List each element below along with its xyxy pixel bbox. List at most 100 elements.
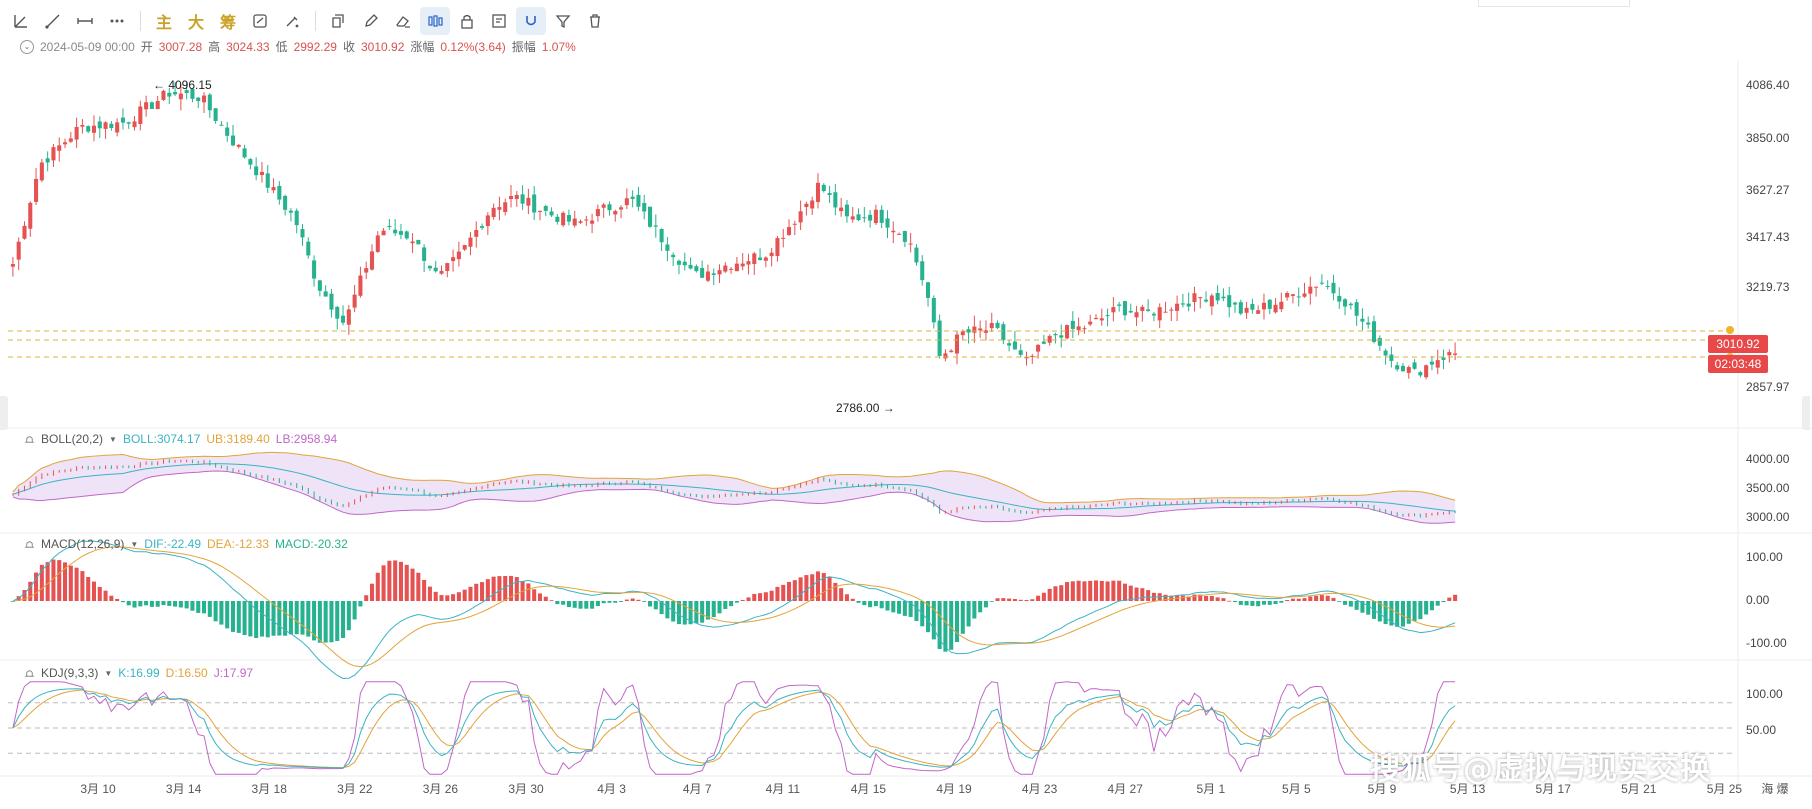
- right-collapse-handle[interactable]: [1802, 396, 1810, 430]
- macd-bar: [1024, 600, 1029, 601]
- left-collapse-handle[interactable]: [0, 396, 8, 430]
- kdj-y-tick: 50.00: [1746, 723, 1776, 737]
- candle: [271, 178, 276, 194]
- candle: [897, 232, 902, 235]
- candle: [543, 204, 548, 217]
- candle: [236, 143, 241, 149]
- candle: [173, 82, 178, 97]
- macd-bar: [1441, 601, 1446, 603]
- chevron-down-icon[interactable]: ▼: [130, 539, 139, 549]
- main-force-button[interactable]: 主: [155, 13, 172, 32]
- candle: [508, 185, 514, 208]
- candle: [1250, 298, 1255, 314]
- candle: [468, 232, 473, 256]
- candle: [566, 209, 571, 226]
- kdj-panel: [8, 681, 1733, 775]
- candle-icon[interactable]: [420, 7, 450, 35]
- pencil-icon[interactable]: [356, 7, 386, 35]
- boll-legend: BOLL(20,2) ▼ BOLL:3074.17 UB:3189.40 LB:…: [24, 432, 337, 446]
- macd-bar: [1163, 594, 1168, 601]
- big-order-button[interactable]: 大: [187, 13, 204, 32]
- x-axis-label: 5月 13: [1450, 782, 1486, 796]
- x-axis-label: 5月 1: [1196, 782, 1225, 796]
- bell-icon[interactable]: [24, 668, 35, 679]
- candle: [196, 96, 201, 109]
- candle: [68, 132, 73, 144]
- macd-bar: [1221, 598, 1226, 601]
- magnet-icon[interactable]: [516, 7, 546, 35]
- macd-dea-value: DEA:-12.33: [207, 537, 270, 551]
- candle: [1065, 324, 1070, 340]
- trend-line-icon[interactable]: [6, 7, 36, 35]
- chip-button[interactable]: 筹: [219, 13, 236, 32]
- candle: [555, 213, 560, 225]
- main-y-tick: 3850.00: [1746, 131, 1790, 145]
- collapse-icon[interactable]: ⌄: [20, 39, 34, 54]
- x-axis-label: 3月 26: [423, 782, 459, 796]
- filter-icon[interactable]: [548, 7, 578, 35]
- candle: [850, 206, 855, 223]
- compare-icon[interactable]: [245, 7, 275, 35]
- more-icon[interactable]: [102, 7, 132, 35]
- candle: [891, 221, 896, 244]
- candle: [1001, 321, 1006, 345]
- candle: [1435, 349, 1440, 375]
- macd-bar: [607, 601, 612, 603]
- x-axis-label: 5月 17: [1536, 782, 1572, 796]
- candle: [103, 121, 108, 139]
- candle: [491, 203, 496, 220]
- macd-bar: [844, 594, 849, 601]
- candle: [694, 264, 699, 273]
- macd-dif-line: [12, 540, 1456, 679]
- candle: [398, 223, 403, 240]
- candle: [1070, 311, 1075, 339]
- x-axis-label: 4月 15: [851, 782, 887, 796]
- macd-bar: [439, 595, 444, 601]
- copy-icon[interactable]: [324, 7, 354, 35]
- candle: [1134, 305, 1139, 326]
- candle: [815, 173, 821, 209]
- high-annotation: ← 4096.15: [153, 78, 212, 92]
- bell-icon[interactable]: [24, 434, 35, 445]
- macd-bar: [404, 564, 409, 601]
- macd-bar: [1122, 583, 1127, 601]
- edit-note-icon[interactable]: [484, 7, 514, 35]
- candle: [827, 185, 832, 203]
- candle: [885, 210, 890, 239]
- macd-bar: [537, 593, 542, 601]
- candle: [1302, 282, 1307, 298]
- lock-icon[interactable]: [452, 7, 482, 35]
- candle: [45, 151, 50, 172]
- macd-bar: [908, 601, 913, 617]
- bell-icon[interactable]: [24, 539, 35, 550]
- macd-bar: [381, 565, 386, 601]
- macd-bar: [1337, 601, 1342, 602]
- ray-line-icon[interactable]: [38, 7, 68, 35]
- x-axis-label: 3月 10: [80, 782, 116, 796]
- macd-bar: [705, 601, 710, 620]
- macd-bar: [740, 599, 745, 601]
- macd-bar: [746, 597, 751, 601]
- alert-dot[interactable]: [1726, 326, 1734, 334]
- candle: [983, 320, 988, 341]
- candle: [1099, 308, 1104, 326]
- macd-bar: [1314, 595, 1319, 601]
- candle: [572, 210, 577, 228]
- candle: [624, 188, 629, 210]
- candle: [1053, 332, 1058, 344]
- horizontal-line-icon[interactable]: [70, 7, 100, 35]
- chevron-down-icon[interactable]: ▼: [109, 434, 117, 444]
- candle: [225, 121, 230, 142]
- watermark-text: 搜狐号@虚拟与现实交换: [1370, 752, 1711, 787]
- candle: [456, 241, 461, 267]
- macd-bar: [1424, 601, 1429, 615]
- brush-icon[interactable]: [277, 7, 307, 35]
- trash-icon[interactable]: [580, 7, 610, 35]
- chevron-down-icon[interactable]: ▼: [104, 668, 113, 678]
- countdown-tag: 02:03:48: [1708, 355, 1768, 373]
- eraser-icon[interactable]: [388, 7, 418, 35]
- candle: [155, 95, 160, 110]
- macd-bar: [532, 589, 537, 601]
- candle: [28, 201, 33, 237]
